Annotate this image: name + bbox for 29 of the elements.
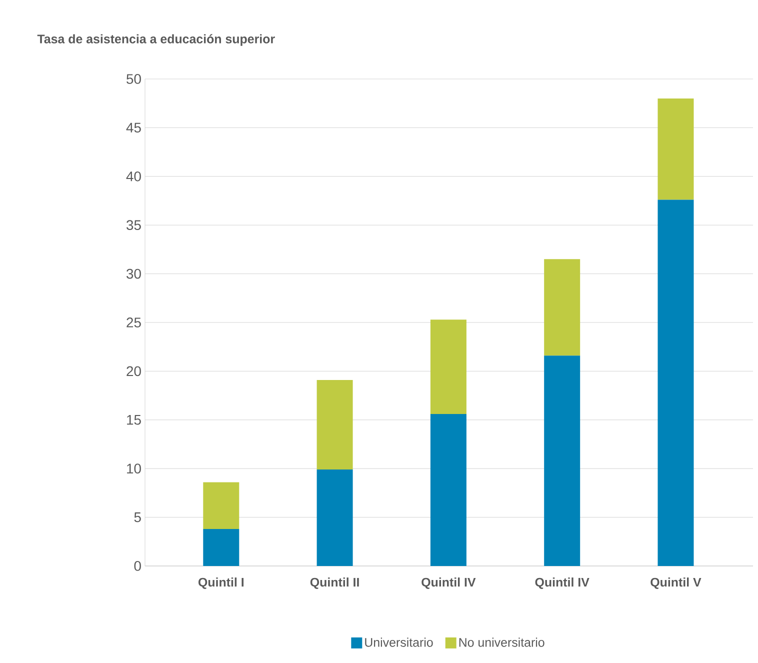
- x-tick-label: Quintil II: [310, 578, 359, 589]
- y-tick-label: 40: [126, 171, 141, 182]
- y-tick-label: 25: [126, 318, 141, 328]
- x-tick-label: Quintil V: [650, 578, 702, 589]
- bar: [544, 259, 580, 356]
- x-tick-label: Quintil IV: [422, 578, 476, 589]
- legend-label: No universitario: [459, 638, 544, 647]
- chart-title: Tasa de asistencia a educación superior: [37, 34, 275, 46]
- y-tick-label: 20: [126, 366, 141, 376]
- legend-label: Universitario: [365, 638, 433, 647]
- bar: [544, 356, 580, 566]
- bar: [658, 200, 694, 566]
- y-tick-label: 45: [126, 122, 141, 133]
- bar: [430, 320, 466, 414]
- bar: [203, 482, 240, 529]
- bar: [203, 528, 240, 566]
- y-tick-label: 35: [126, 220, 141, 230]
- bar: [430, 414, 466, 566]
- y-tick-label: 15: [127, 415, 141, 425]
- x-tick-label: Quintil IV: [535, 578, 590, 589]
- y-tick-label: 0: [134, 561, 141, 571]
- bar: [316, 380, 353, 470]
- y-tick-label: 30: [126, 268, 141, 279]
- bar: [658, 98, 694, 200]
- y-tick-label: 5: [134, 512, 141, 522]
- x-tick-label: Quintil I: [198, 578, 244, 589]
- y-tick-label: 10: [127, 464, 141, 474]
- bar: [316, 470, 353, 566]
- y-tick-label: 50: [126, 74, 141, 84]
